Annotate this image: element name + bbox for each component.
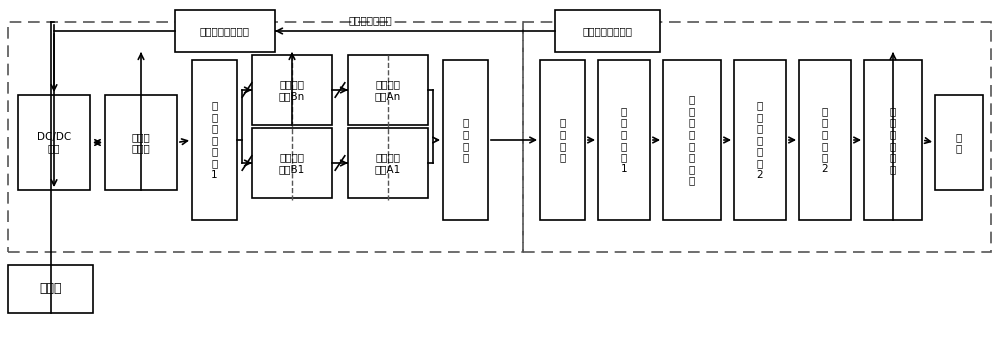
Text: 初级映射
电路An: 初级映射 电路An	[375, 79, 401, 101]
Text: 整
流
稳
压
电
路: 整 流 稳 压 电 路	[890, 106, 896, 174]
Text: 接
收
电
容
匹
配
电
路: 接 收 电 容 匹 配 电 路	[689, 94, 695, 186]
Text: 次级映射
电路B1: 次级映射 电路B1	[279, 152, 305, 174]
Text: DC/DC
电源: DC/DC 电源	[37, 132, 71, 153]
Bar	[540, 60, 585, 220]
Text: 共
模
滤
波
器
2: 共 模 滤 波 器 2	[822, 106, 828, 174]
Text: 射频功
放电路: 射频功 放电路	[132, 132, 150, 153]
Text: 射
频
滤
波
电
路
1: 射 频 滤 波 电 路 1	[211, 100, 218, 180]
Text: 接收蓝牙通信电路: 接收蓝牙通信电路	[582, 26, 633, 36]
Bar	[252, 128, 332, 198]
Bar	[864, 60, 922, 220]
Bar	[8, 22, 523, 252]
Text: 磁共振发射模组: 磁共振发射模组	[348, 15, 392, 25]
Text: 接
收
天
线: 接 收 天 线	[559, 118, 566, 162]
Text: 发射蓝牙通信电路: 发射蓝牙通信电路	[200, 26, 250, 36]
Bar	[598, 60, 650, 220]
Bar	[663, 60, 721, 220]
Bar	[105, 95, 177, 190]
Bar	[18, 95, 90, 190]
Bar	[175, 10, 275, 52]
Bar	[348, 55, 428, 125]
Bar	[555, 10, 660, 52]
Text: 射
频
滤
波
电
路
2: 射 频 滤 波 电 路 2	[757, 100, 763, 180]
Bar	[443, 60, 488, 220]
Bar	[799, 60, 851, 220]
Text: 负
载: 负 载	[956, 132, 962, 153]
Bar	[523, 22, 991, 252]
Bar	[348, 128, 428, 198]
Bar	[8, 265, 93, 313]
Bar	[192, 60, 237, 220]
Text: 次级映射
电路Bn: 次级映射 电路Bn	[279, 79, 305, 101]
Bar	[734, 60, 786, 220]
Bar	[935, 95, 983, 190]
Text: 初级映射
电路A1: 初级映射 电路A1	[375, 152, 401, 174]
Text: 适配器: 适配器	[39, 282, 62, 296]
Text: 共
模
滤
波
器
1: 共 模 滤 波 器 1	[621, 106, 627, 174]
Bar	[252, 55, 332, 125]
Text: 发
射
天
线: 发 射 天 线	[462, 118, 469, 162]
